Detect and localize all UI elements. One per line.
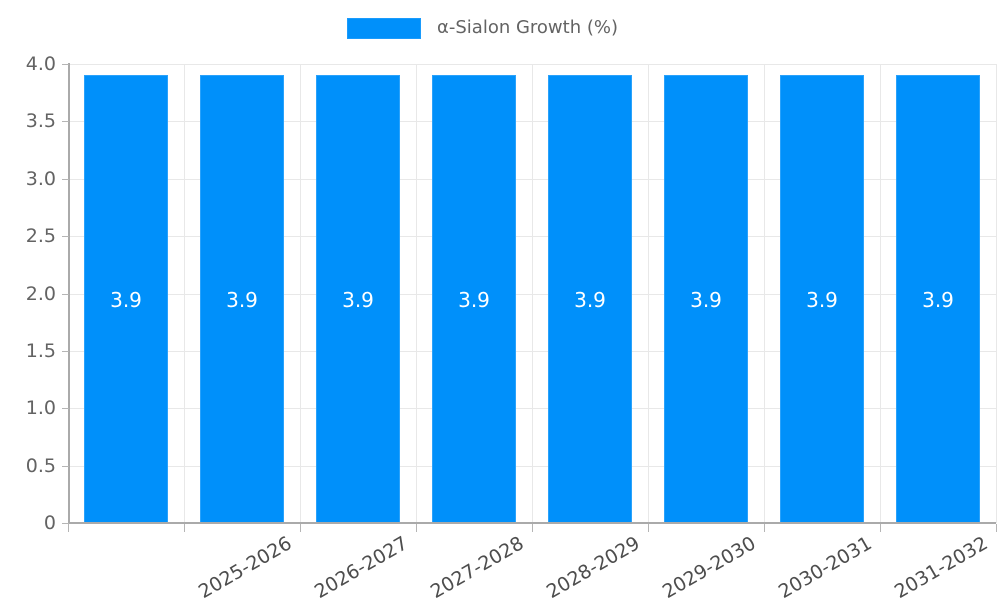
- bar-value-label: 3.9: [226, 288, 258, 313]
- y-axis-tick-label: 0.5: [25, 454, 56, 477]
- gridline-vertical: [996, 64, 997, 523]
- bar[interactable]: 3.9: [896, 75, 980, 523]
- x-axis-tick-mark: [416, 524, 417, 532]
- bar[interactable]: 3.9: [316, 75, 400, 523]
- y-axis-tick-mark: [62, 236, 69, 238]
- bar-value-label: 3.9: [342, 288, 374, 313]
- gridline-vertical: [532, 64, 533, 523]
- gridline-vertical: [184, 64, 185, 523]
- bar[interactable]: 3.9: [432, 75, 516, 523]
- y-axis-tick-mark: [62, 293, 69, 295]
- x-axis-tick-mark: [300, 524, 301, 532]
- bar[interactable]: 3.9: [780, 75, 864, 523]
- y-axis-tick-mark: [62, 121, 69, 123]
- y-axis-tick-mark: [62, 350, 69, 352]
- y-axis-tick-label: 1.5: [25, 339, 56, 362]
- y-axis-tick-mark: [62, 408, 69, 410]
- gridline-vertical: [300, 64, 301, 523]
- x-axis-tick-label: 2028-2029: [542, 532, 644, 603]
- gridline-vertical: [880, 64, 881, 523]
- bar-value-label: 3.9: [110, 288, 142, 313]
- x-axis-tick-mark: [184, 524, 185, 532]
- bar[interactable]: 3.9: [84, 75, 168, 523]
- y-axis-tick-label: 3.5: [25, 110, 56, 133]
- y-axis-tick-label: 1.0: [25, 397, 56, 420]
- y-axis-tick-label: 3.0: [25, 167, 56, 190]
- x-axis-tick-mark: [764, 524, 765, 532]
- y-axis-tick-mark: [62, 64, 69, 65]
- plot-area: 3.9 3.9 3.9 3.9 3.9 3.9 3.9 3.9: [68, 64, 997, 524]
- bar-value-label: 3.9: [690, 288, 722, 313]
- y-axis-line: [68, 63, 70, 524]
- legend-swatch-alpha-sialon-growth: [347, 17, 421, 39]
- legend-label-alpha-sialon-growth: α-Sialon Growth (%): [437, 17, 618, 38]
- y-axis-tick-mark: [62, 465, 69, 467]
- bar[interactable]: 3.9: [548, 75, 632, 523]
- y-axis-tick-label: 4.0: [25, 53, 56, 75]
- x-axis-tick-label: 2030-2031: [774, 532, 876, 603]
- gridline-vertical: [416, 64, 417, 523]
- x-axis-tick-mark: [880, 524, 881, 532]
- gridline-vertical: [648, 64, 649, 523]
- x-axis-tick-mark: [532, 524, 533, 532]
- x-axis-tick-label: 2027-2028: [426, 532, 528, 603]
- bar[interactable]: 3.9: [664, 75, 748, 523]
- y-axis-tick-mark: [62, 523, 69, 524]
- bar-value-label: 3.9: [922, 288, 954, 313]
- chart-legend: α-Sialon Growth (%): [347, 14, 618, 42]
- y-axis-tick-label: 2.5: [25, 225, 56, 248]
- y-axis-tick-label: 0: [43, 512, 56, 534]
- x-axis-tick-label: 2025-2026: [194, 532, 296, 603]
- x-axis-tick-mark: [648, 524, 649, 532]
- bar-value-label: 3.9: [574, 288, 606, 313]
- y-axis-tick-label: 2.0: [25, 282, 56, 305]
- x-axis-tick-mark: [68, 524, 69, 532]
- x-axis-tick-mark: [996, 524, 997, 532]
- x-axis-tick-label: 2031-2032: [890, 532, 992, 603]
- gridline-vertical: [764, 64, 765, 523]
- x-axis-line: [68, 522, 996, 524]
- x-axis-tick-label: 2029-2030: [658, 532, 760, 603]
- bar-value-label: 3.9: [806, 288, 838, 313]
- bar[interactable]: 3.9: [200, 75, 284, 523]
- x-axis-tick-label: 2026-2027: [310, 532, 412, 603]
- bar-value-label: 3.9: [458, 288, 490, 313]
- y-axis-tick-mark: [62, 178, 69, 180]
